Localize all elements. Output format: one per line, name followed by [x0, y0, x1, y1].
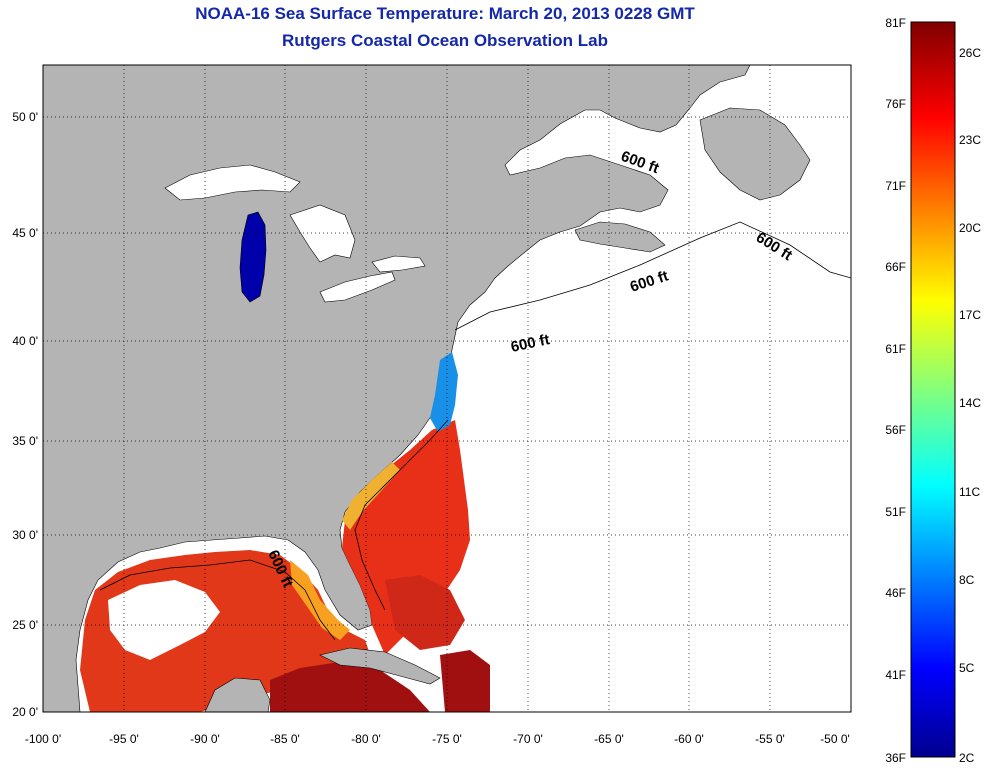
lon-tick-label: -80 0': [351, 732, 381, 746]
lon-tick-label: -55 0': [755, 732, 785, 746]
isobath-600ft-south: [354, 419, 449, 611]
sst-gulf-cloud: [108, 580, 220, 660]
land-newfoundland: [699, 107, 811, 201]
colorbar-f-label: 51F: [885, 505, 906, 519]
lon-tick-label: -65 0': [594, 732, 624, 746]
colorbar-c-label: 8C: [959, 573, 975, 587]
lon-tick-label: -75 0': [432, 732, 462, 746]
lat-tick-label: 40 0': [12, 334, 38, 348]
colorbar-f-label: 41F: [885, 668, 906, 682]
isobath-600ft-north: [454, 221, 851, 331]
map-subtitle: Rutgers Coastal Ocean Observation Lab: [282, 31, 608, 50]
lon-axis: -100 0' -95 0' -90 0' -85 0' -80 0' -75 …: [25, 732, 850, 746]
land-yucatan: [204, 677, 271, 712]
land-maritimes: [574, 221, 666, 253]
colorbar-c-label: 14C: [959, 396, 981, 410]
colorbar-c-label: 17C: [959, 308, 981, 322]
sst-caribbean: [270, 662, 430, 712]
colorbar-c-labels: 26C 23C 20C 17C 14C 11C 8C 5C 2C: [959, 46, 981, 765]
sst-caribbean-east: [440, 650, 490, 712]
sst-florida-warm: [290, 560, 350, 640]
colorbar-f-labels: 81F 76F 71F 66F 61F 56F 51F 46F 41F 36F: [885, 16, 906, 765]
colorbar-scale: [910, 21, 956, 758]
colorbar-c-label: 20C: [959, 221, 981, 235]
lat-tick-label: 50 0': [12, 110, 38, 124]
lon-tick-label: -85 0': [270, 732, 300, 746]
colorbar-c-label: 5C: [959, 661, 975, 675]
colorbar-c-label: 2C: [959, 751, 975, 765]
lat-tick-label: 20 0': [12, 705, 38, 719]
colorbar-f-label: 56F: [885, 423, 906, 437]
colorbar-f-label: 61F: [885, 342, 906, 356]
colorbar-f-label: 46F: [885, 586, 906, 600]
colorbar-f-label: 71F: [885, 179, 906, 193]
lat-tick-label: 45 0': [12, 226, 38, 240]
sst-bahamas-warm: [385, 575, 465, 650]
colorbar-c-label: 23C: [959, 133, 981, 147]
land-north-america: [43, 65, 751, 712]
land-cuba: [319, 647, 441, 685]
lat-tick-label: 30 0': [12, 528, 38, 542]
sst-shelf-warm: [342, 462, 400, 530]
colorbar: 81F 76F 71F 66F 61F 56F 51F 46F 41F 36F …: [885, 16, 981, 765]
lat-axis: 50 0' 45 0' 40 0' 35 0' 30 0' 25 0' 20 0…: [12, 110, 38, 719]
colorbar-c-label: 26C: [959, 46, 981, 60]
lat-tick-label: 25 0': [12, 618, 38, 632]
lon-tick-label: -95 0': [109, 732, 139, 746]
colorbar-c-label: 11C: [959, 485, 980, 499]
lon-tick-label: -50 0': [820, 732, 850, 746]
sst-coastal-cold: [430, 352, 458, 432]
colorbar-f-label: 81F: [885, 16, 906, 30]
lake-ontario: [371, 255, 426, 273]
lon-tick-label: -60 0': [674, 732, 704, 746]
lake-huron: [289, 204, 356, 263]
plot-border: [42, 64, 852, 713]
isobath-600ft-gulf: [99, 559, 336, 641]
lake-michigan: [239, 211, 267, 303]
lon-tick-label: -100 0': [25, 732, 61, 746]
colorbar-f-label: 66F: [885, 260, 906, 274]
colorbar-f-label: 76F: [885, 97, 906, 111]
lake-erie: [319, 271, 396, 303]
lake-superior: [164, 164, 301, 201]
map-title: NOAA-16 Sea Surface Temperature: March 2…: [195, 4, 695, 23]
grid-lines: [43, 65, 851, 712]
colorbar-f-label: 36F: [885, 751, 906, 765]
lon-tick-label: -70 0': [513, 732, 543, 746]
lat-tick-label: 35 0': [12, 434, 38, 448]
lon-tick-label: -90 0': [190, 732, 220, 746]
